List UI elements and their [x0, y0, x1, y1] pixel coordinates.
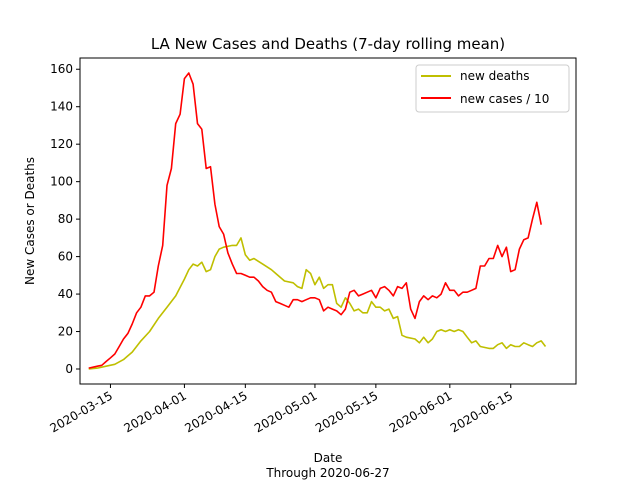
x-axis-sublabel: Through 2020-06-27 [265, 466, 389, 480]
y-tick-label: 120 [50, 137, 73, 151]
x-tick-label: 2020-06-15 [448, 388, 515, 435]
x-tick-label: 2020-04-01 [122, 388, 189, 435]
y-tick-label: 80 [58, 212, 73, 226]
legend-label-cases: new cases / 10 [460, 92, 549, 106]
legend: new deaths new cases / 10 [415, 64, 570, 113]
x-tick-label: 2020-06-01 [387, 388, 454, 435]
y-axis-ticks: 0 20 40 60 80 100 120 140 160 [50, 62, 80, 376]
series-line-cases [88, 72, 542, 369]
y-axis-label: New Cases or Deaths [23, 157, 37, 285]
x-tick-label: 2020-04-15 [182, 388, 249, 435]
y-tick-label: 100 [50, 175, 73, 189]
x-tick-label: 2020-05-15 [313, 388, 380, 435]
y-tick-label: 160 [50, 62, 73, 76]
y-tick-label: 20 [58, 325, 73, 339]
y-tick-label: 140 [50, 100, 73, 114]
y-tick-label: 60 [58, 250, 73, 264]
y-tick-label: 40 [58, 287, 73, 301]
series-line-deaths [88, 237, 547, 370]
y-tick-label: 0 [65, 362, 73, 376]
x-tick-label: 2020-03-15 [48, 388, 115, 435]
legend-label-deaths: new deaths [460, 69, 530, 83]
plot-area-frame [79, 57, 577, 385]
legend-box [415, 64, 570, 113]
x-tick-label: 2020-05-01 [252, 388, 319, 435]
chart-title: LA New Cases and Deaths (7-day rolling m… [151, 35, 505, 53]
x-axis-label: Date [314, 451, 343, 465]
series-group [88, 72, 547, 370]
